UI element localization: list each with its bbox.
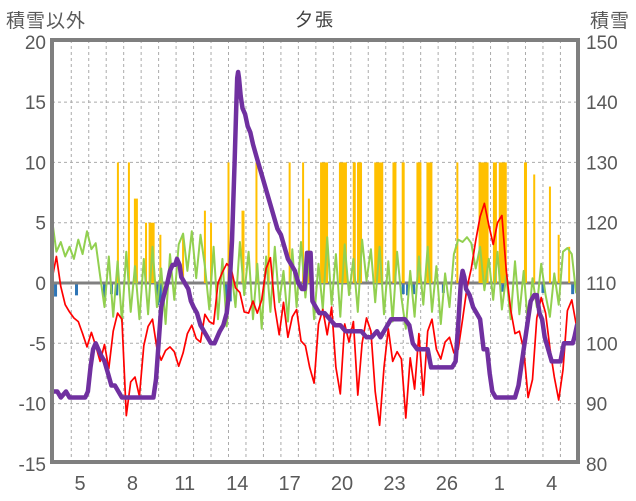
orange-bar (182, 234, 185, 283)
orange-bar (557, 234, 560, 283)
plot-border (50, 38, 580, 464)
orange-bar (241, 210, 245, 283)
orange-bar (307, 198, 310, 283)
green-line (51, 218, 578, 330)
orange-bar (159, 234, 162, 283)
blue-mark (401, 284, 405, 295)
blue-mark (406, 284, 410, 296)
y-right-tick-label: 100 (586, 334, 618, 355)
orange-bar (133, 198, 138, 283)
x-tick-label: 5 (74, 473, 85, 495)
blue-mark (115, 284, 119, 296)
y-right-tick-label: 140 (586, 93, 618, 114)
orange-bar (127, 162, 130, 283)
orange-bar (116, 162, 119, 283)
orange-bar (267, 222, 270, 283)
orange-bar (352, 162, 356, 283)
orange-bar (302, 162, 305, 283)
left-axis-title: 積雪以外 (6, 11, 87, 32)
x-tick-label: 26 (436, 473, 458, 495)
orange-bar (548, 186, 551, 283)
orange-bar (255, 162, 258, 283)
y-left-tick-label: -15 (19, 455, 46, 476)
y-left-tick-label: 20 (25, 33, 46, 54)
orange-bar (203, 210, 206, 283)
orange-bar (227, 162, 230, 283)
x-tick-label: 1 (494, 473, 505, 495)
orange-bar (145, 222, 148, 283)
y-left-tick-label: 15 (25, 93, 46, 114)
blue-mark (102, 284, 106, 298)
orange-bar (523, 162, 527, 283)
y-left-tick-label: -10 (19, 395, 46, 416)
blue-mark (501, 284, 505, 292)
orange-bar (320, 162, 329, 283)
blue-mark (412, 284, 416, 295)
y-left-tick-label: 10 (25, 153, 46, 174)
x-tick-label: 23 (383, 473, 405, 495)
blue-mark (158, 284, 162, 303)
x-tick-label: 4 (546, 473, 557, 495)
y-right-tick-label: 130 (586, 153, 618, 174)
x-tick-label: 8 (127, 473, 138, 495)
x-tick-label: 17 (279, 473, 301, 495)
orange-bar (426, 162, 433, 283)
orange-bar (533, 174, 536, 283)
chart-title: 夕張 (295, 10, 335, 30)
y-left-tick-label: 5 (35, 214, 46, 235)
y-left-tick-label: -5 (29, 334, 46, 355)
orange-bar (416, 162, 422, 283)
orange-bar (401, 162, 405, 283)
orange-bar (492, 162, 497, 283)
blue-mark (54, 284, 58, 297)
orange-bar (288, 162, 291, 283)
y-right-tick-label: 120 (586, 214, 618, 235)
x-tick-label: 14 (226, 473, 248, 495)
y-right-tick-label: 110 (586, 274, 616, 295)
x-tick-label: 11 (174, 473, 195, 495)
right-axis-title: 積雪 (589, 11, 630, 32)
blue-mark (224, 284, 228, 301)
orange-bar (374, 162, 384, 283)
purple-line (49, 69, 580, 400)
y-right-tick-label: 80 (586, 455, 607, 476)
y-left-tick-label: 0 (35, 274, 46, 295)
orange-bar (338, 162, 347, 283)
y-right-tick-label: 150 (586, 33, 618, 54)
blue-mark (541, 284, 545, 293)
blue-mark (571, 284, 575, 295)
orange-bar (568, 246, 571, 283)
y-right-tick-label: 90 (586, 395, 607, 416)
orange-bar (478, 162, 489, 283)
orange-bar (357, 162, 363, 283)
orange-bar (392, 162, 397, 283)
orange-bar (210, 222, 213, 283)
blue-mark (75, 284, 79, 296)
x-tick-label: 20 (331, 473, 353, 495)
orange-bar (456, 162, 459, 283)
